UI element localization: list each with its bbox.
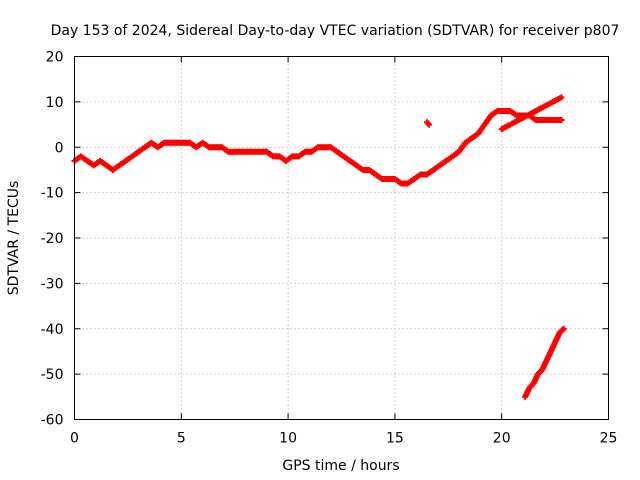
x-tick-label: 10 — [279, 431, 297, 447]
x-tick-label: 25 — [600, 431, 618, 447]
y-tick-label: -30 — [41, 276, 64, 292]
data-layer — [71, 94, 567, 400]
series-upper-branch — [498, 94, 565, 133]
series-lower-track — [522, 325, 567, 400]
chart-title: Day 153 of 2024, Sidereal Day-to-day VTE… — [51, 23, 620, 39]
series-isolated-points — [423, 119, 433, 128]
y-axis-title: SDTVAR / TECUs — [6, 181, 22, 296]
y-tick-label: -50 — [41, 367, 64, 383]
y-tick-label: -20 — [41, 231, 64, 247]
y-tick-label: 20 — [46, 50, 64, 66]
y-tick-label: -40 — [41, 322, 64, 338]
series-main-track — [71, 107, 565, 187]
data-point — [558, 94, 565, 101]
data-point — [560, 325, 567, 332]
x-tick-label: 15 — [386, 431, 404, 447]
y-tick-labels: 20 10 0 -10 -20 -30 -40 -50 -60 — [41, 50, 64, 429]
y-tick-label: 0 — [55, 140, 64, 156]
x-tick-label: 0 — [70, 431, 79, 447]
x-tick-labels: 0 5 10 15 20 25 — [70, 431, 617, 447]
x-tick-label: 5 — [177, 431, 186, 447]
grid-layer — [74, 56, 609, 420]
y-tick-label: 10 — [46, 95, 64, 111]
x-axis-title: GPS time / hours — [282, 458, 399, 474]
y-tick-label: -10 — [41, 186, 64, 202]
y-tick-label: -60 — [41, 413, 64, 429]
data-point — [426, 121, 433, 128]
data-point — [558, 117, 565, 124]
x-tick-label: 20 — [493, 431, 511, 447]
tick-layer — [74, 56, 609, 420]
